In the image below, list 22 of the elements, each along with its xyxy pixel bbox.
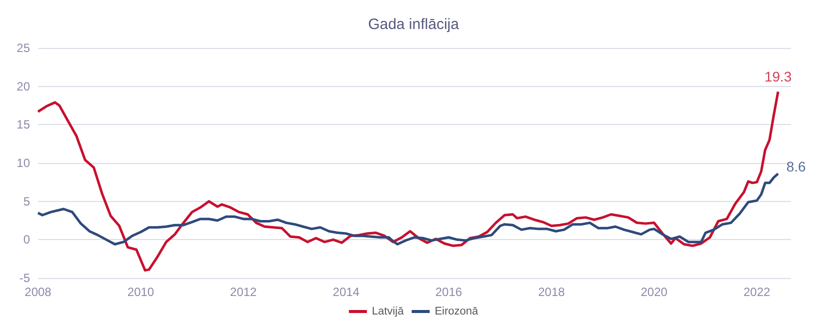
y-tick-label: 10 (16, 156, 30, 170)
y-tick-label: 15 (16, 118, 30, 132)
y-tick-label: 20 (16, 79, 30, 94)
x-tick-label: 2022 (743, 285, 771, 299)
x-tick-label: 2008 (24, 285, 52, 299)
x-tick-label: 2014 (332, 285, 360, 299)
x-tick-label: 2016 (435, 285, 462, 299)
x-tick-label: 2018 (538, 285, 566, 299)
y-tick-label: 25 (16, 41, 30, 55)
annotation: 19.3 (764, 68, 792, 85)
x-tick-label: 2012 (230, 285, 258, 299)
legend-label: Latvijā (372, 306, 405, 318)
legend-label: Eirozonā (434, 306, 479, 318)
line-series (36, 172, 780, 246)
chart-title: Gada inflācija (368, 16, 460, 33)
y-tick-label: 5 (23, 194, 30, 208)
x-tick-label: 2010 (127, 285, 154, 299)
line-series (36, 90, 780, 272)
y-tick-label: 0 (23, 232, 30, 247)
annotation: 8.6 (786, 158, 806, 175)
y-tick-label: -5 (19, 271, 30, 285)
x-tick-label: 2020 (640, 285, 668, 299)
